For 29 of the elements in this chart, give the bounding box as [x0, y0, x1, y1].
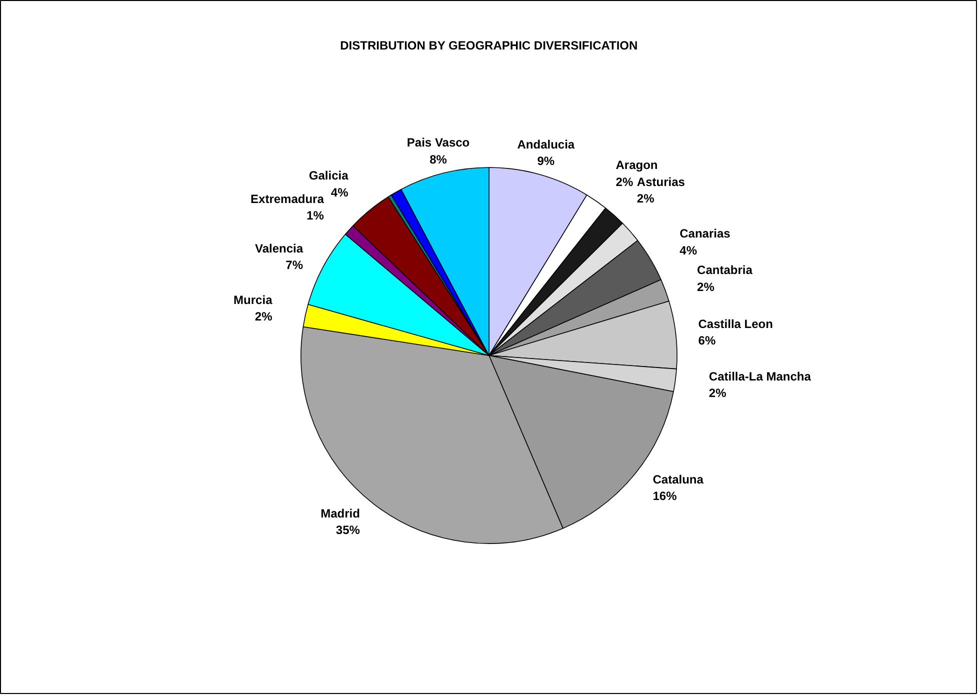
data-label: 2% [708, 386, 727, 400]
data-label: 2% [616, 174, 634, 189]
slice-label: Canarias [680, 226, 731, 241]
data-label: 1% [306, 208, 324, 223]
slice-label: Cataluna [652, 472, 704, 486]
slice-label: Asturias [636, 174, 686, 189]
slice-label: Catilla-La Mancha [708, 369, 812, 384]
data-label: 2% [254, 310, 273, 324]
data-label: 2% [697, 280, 715, 294]
slice-label: Extremadura [250, 192, 324, 206]
chart-title: DISTRIBUTION BY GEOGRAPHIC DIVERSIFICATION [340, 38, 638, 52]
slice-label: Pais Vasco [406, 136, 470, 150]
slice-label: Andalucia [517, 137, 575, 152]
data-label: 6% [698, 334, 716, 348]
data-label: 9% [537, 154, 555, 168]
data-label: 2% [636, 192, 655, 206]
slice-label: Valencia [254, 241, 304, 256]
data-label: 4% [330, 185, 349, 200]
slice-label: Madrid [320, 506, 360, 520]
data-label: 35% [336, 523, 360, 538]
data-label: 4% [680, 243, 698, 258]
slice-label: Aragon [616, 158, 658, 172]
slice-label: Murcia [234, 292, 273, 307]
data-label: 7% [286, 258, 304, 272]
data-label: 16% [652, 489, 678, 504]
data-label: 8% [430, 152, 448, 167]
slice-label: Cantabria [697, 263, 753, 278]
slice-label: Castilla Leon [698, 316, 773, 331]
slice-label: Galicia [308, 168, 349, 183]
